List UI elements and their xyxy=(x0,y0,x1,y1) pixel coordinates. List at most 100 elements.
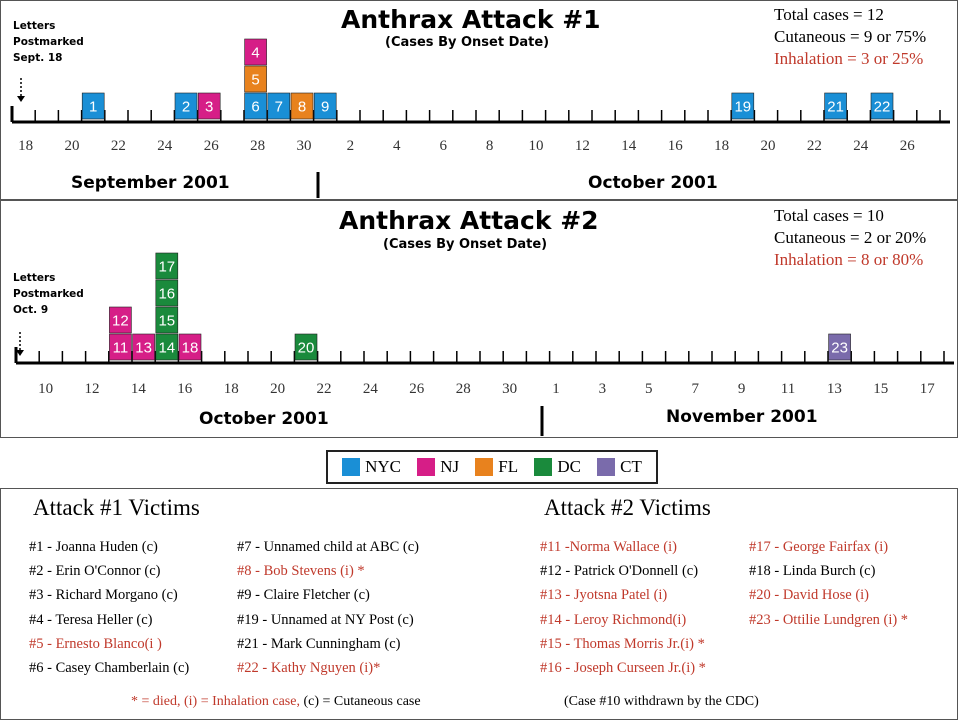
chart2-tick-label: 14 xyxy=(131,381,147,397)
attack2-cutaneous: Cutaneous = 2 or 20% xyxy=(774,228,927,247)
legend-swatch xyxy=(475,458,494,476)
case-7-box xyxy=(267,92,291,120)
case-13-label: 13 xyxy=(135,340,152,357)
case-9-box xyxy=(313,92,337,120)
chart1-tick-label: 14 xyxy=(621,138,637,154)
victim-entry: #4 - Teresa Heller (c) xyxy=(29,611,153,628)
case-23-label: 23 xyxy=(831,340,848,357)
attack1-postmark-note: Letters Postmarked Sept. 18 xyxy=(13,20,84,64)
case-key-cutaneous: (c) = Cutaneous case xyxy=(303,694,421,709)
case-14-box xyxy=(155,333,179,361)
victim-entry: #11 -Norma Wallace (i) xyxy=(540,539,677,555)
case-3-box xyxy=(197,92,221,120)
case-23-box xyxy=(828,333,851,361)
legend-label: NJ xyxy=(440,457,460,476)
chart1-tick-label: 20 xyxy=(65,138,80,154)
case-8-label: 8 xyxy=(298,99,306,116)
legend-item-ct: CT xyxy=(597,457,642,477)
chart2-tick-label: 7 xyxy=(691,381,699,397)
attack1-victims-col1: #1 - Joanna Huden (c) #2 - Erin O'Connor … xyxy=(29,535,189,680)
chart1-postmark-arrowhead xyxy=(17,96,25,102)
attack2-victims-heading: Attack #2 Victims xyxy=(544,495,711,520)
case-13-box xyxy=(132,333,155,361)
attack2-summary: Total cases = 10 Cutaneous = 2 or 20% In… xyxy=(774,205,926,271)
chart1-tick-label: 30 xyxy=(297,138,312,154)
chart2-tick-label: 20 xyxy=(270,381,285,397)
attack2-subtitle: (Cases By Onset Date) xyxy=(383,237,548,252)
legend-label: FL xyxy=(498,457,519,476)
chart1-tick-label: 26 xyxy=(204,138,220,154)
chart1-tick-label: 26 xyxy=(900,138,916,154)
victim-entry: #7 - Unnamed child at ABC (c) xyxy=(237,539,420,555)
chart2-tick-label: 11 xyxy=(781,381,795,397)
chart2-tick-label: 28 xyxy=(456,381,471,397)
chart2-tick-label: 18 xyxy=(224,381,239,397)
chart1-tick-label: 8 xyxy=(486,138,494,154)
chart1-tick-label: 18 xyxy=(18,138,33,154)
attack1-summary: Total cases = 12 Cutaneous = 9 or 75% In… xyxy=(774,4,926,70)
legend-item-nyc: NYC xyxy=(342,457,401,477)
victim-entry: #15 - Thomas Morris Jr.(i) * xyxy=(540,635,705,652)
chart2-tick-label: 3 xyxy=(599,381,607,397)
case-17-label: 17 xyxy=(158,259,175,276)
case-14-label: 14 xyxy=(158,340,175,357)
legend-item-dc: DC xyxy=(534,457,581,477)
case-17-box xyxy=(155,252,179,280)
attack1-panel: Anthrax Attack #1 (Cases By Onset Date) … xyxy=(0,0,958,200)
case-key: * = died, (i) = Inhalation case, (c) = C… xyxy=(131,694,421,710)
victim-entry: #12 - Patrick O'Donnell (c) xyxy=(540,563,699,580)
chart1-tick-label: 22 xyxy=(807,138,822,154)
case-21-label: 21 xyxy=(827,99,844,116)
case-16-box xyxy=(155,279,179,307)
victim-entry: #14 - Leroy Richmond(i) xyxy=(540,611,687,628)
state-legend: NYC NJ FL DC CT xyxy=(326,450,658,484)
chart2-tick-label: 1 xyxy=(552,381,560,397)
case-6-label: 6 xyxy=(251,99,259,116)
victim-entry: #8 - Bob Stevens (i) * xyxy=(237,563,365,580)
case-4-box xyxy=(244,38,267,66)
attack1-victims-col2: #7 - Unnamed child at ABC (c) #8 - Bob St… xyxy=(237,535,419,680)
case-12-label: 12 xyxy=(112,313,129,330)
attack1-cutaneous: Cutaneous = 9 or 75% xyxy=(774,27,927,46)
victim-entry: #20 - David Hose (i) xyxy=(749,587,870,604)
victim-entry: #19 - Unnamed at NY Post (c) xyxy=(237,611,414,628)
chart1-tick-label: 24 xyxy=(853,138,869,154)
legend-swatch xyxy=(597,458,616,476)
victim-entry: #1 - Joanna Huden (c) xyxy=(29,539,158,555)
case-19-label: 19 xyxy=(734,99,751,116)
case-16-label: 16 xyxy=(158,286,175,303)
case-4-label: 4 xyxy=(251,45,259,62)
chart1-tick-label: 20 xyxy=(761,138,776,154)
case-1-box xyxy=(81,92,105,120)
chart1-tick-label: 10 xyxy=(529,138,544,154)
attack2-postmark-note: Letters Postmarked Oct. 9 xyxy=(13,272,84,316)
attack1-total: Total cases = 12 xyxy=(774,5,884,24)
attack2-victims-col2: #17 - George Fairfax (i) #18 - Linda Burc… xyxy=(749,535,908,632)
legend-swatch xyxy=(534,458,553,476)
case-9-label: 9 xyxy=(321,99,329,116)
case-2-label: 2 xyxy=(182,99,190,116)
attack2-month-october: October 2001 xyxy=(199,409,329,429)
chart1-tick-label: 24 xyxy=(157,138,173,154)
case-key-red: * = died, (i) = Inhalation case, xyxy=(131,694,300,709)
case-3-label: 3 xyxy=(205,99,213,116)
chart2-tick-label: 9 xyxy=(738,381,746,397)
victim-entry: #9 - Claire Fletcher (c) xyxy=(237,587,370,604)
chart1-tick-label: 6 xyxy=(439,138,447,154)
chart2-tick-label: 5 xyxy=(645,381,653,397)
chart1-tick-label: 18 xyxy=(714,138,729,154)
case-1-label: 1 xyxy=(89,99,97,116)
case-12-box xyxy=(109,306,132,334)
legend-item-nj: NJ xyxy=(417,457,459,477)
chart1-tick-label: 22 xyxy=(111,138,126,154)
case-8-box xyxy=(290,92,314,120)
case-22-label: 22 xyxy=(874,99,891,116)
chart1-tick-label: 2 xyxy=(347,138,355,154)
chart2-tick-label: 15 xyxy=(873,381,888,397)
chart1-tick-label: 4 xyxy=(393,138,401,154)
case-2-box xyxy=(174,92,198,120)
victims-panel: Attack #1 Victims Attack #2 Victims #1 -… xyxy=(0,488,958,720)
case-21-box xyxy=(824,92,847,120)
victim-entry: #18 - Linda Burch (c) xyxy=(749,563,876,580)
attack1-title: Anthrax Attack #1 xyxy=(341,5,601,34)
